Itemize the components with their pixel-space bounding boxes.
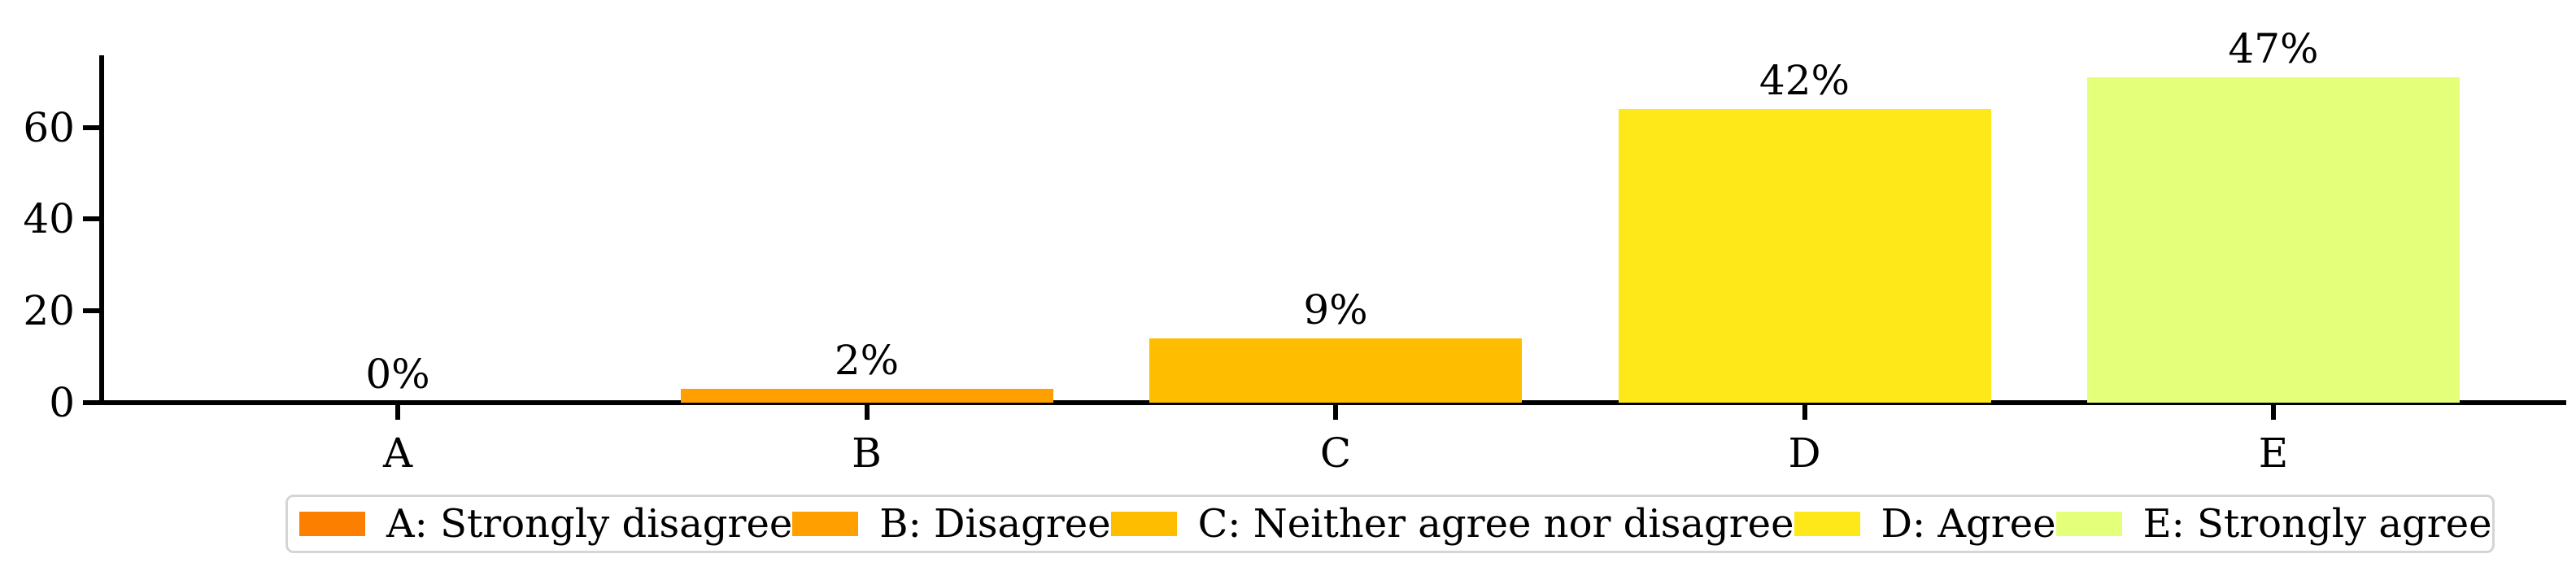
legend-label: E: Strongly agree bbox=[2142, 501, 2492, 547]
legend-label: B: Disagree bbox=[879, 501, 1111, 547]
bar-D bbox=[1618, 109, 1991, 403]
y-tick-0 bbox=[83, 400, 99, 405]
x-tick-E bbox=[2271, 405, 2276, 420]
legend-item: C: Neither agree nor disagree bbox=[1110, 501, 1794, 547]
bar-value-label-D: 42% bbox=[1759, 57, 1850, 105]
bar-B bbox=[680, 389, 1053, 403]
x-tick-B bbox=[864, 405, 870, 420]
legend-swatch-icon bbox=[299, 512, 365, 536]
y-tick-20 bbox=[83, 308, 99, 314]
bar-value-label-B: 2% bbox=[834, 337, 900, 385]
bar-value-label-E: 47% bbox=[2228, 24, 2319, 72]
bar-E bbox=[2087, 76, 2460, 403]
legend-swatch-icon bbox=[792, 512, 859, 536]
x-category-label-A: A bbox=[382, 430, 413, 477]
x-category-label-B: B bbox=[852, 430, 882, 477]
x-tick-D bbox=[1802, 405, 1807, 420]
bar-value-label-A: 0% bbox=[365, 351, 430, 398]
y-tick-label-20: 20 bbox=[23, 287, 75, 335]
x-category-label-C: C bbox=[1319, 430, 1352, 477]
y-tick-label-40: 40 bbox=[23, 195, 75, 243]
legend-item: D: Agree bbox=[1794, 504, 2056, 543]
y-tick-label-0: 0 bbox=[49, 379, 75, 426]
legend-item: B: Disagree bbox=[792, 501, 1111, 547]
y-tick-label-60: 60 bbox=[23, 103, 75, 151]
legend-swatch-icon bbox=[2055, 512, 2122, 536]
y-axis-spine bbox=[99, 55, 104, 405]
x-tick-C bbox=[1333, 405, 1338, 420]
x-axis-spine bbox=[99, 400, 2566, 405]
legend-swatch-icon bbox=[1794, 512, 1860, 536]
legend-label: A: Strongly disagree bbox=[386, 501, 793, 547]
x-tick-A bbox=[395, 405, 400, 420]
legend-item: A: Strongly disagree bbox=[299, 504, 792, 543]
y-tick-40 bbox=[83, 216, 99, 222]
legend: A: Strongly disagree B: Disagree C: Neithe… bbox=[285, 495, 2495, 553]
x-category-label-D: D bbox=[1788, 430, 1821, 477]
legend-label: D: Agree bbox=[1881, 501, 2056, 547]
legend-swatch-icon bbox=[1110, 512, 1177, 536]
bar-value-label-C: 9% bbox=[1303, 286, 1368, 334]
legend-label: C: Neither agree nor disagree bbox=[1197, 501, 1794, 547]
y-tick-60 bbox=[83, 124, 99, 130]
bar-C bbox=[1149, 338, 1522, 403]
legend-item: E: Strongly agree bbox=[2055, 501, 2492, 547]
x-category-label-E: E bbox=[2258, 430, 2289, 477]
